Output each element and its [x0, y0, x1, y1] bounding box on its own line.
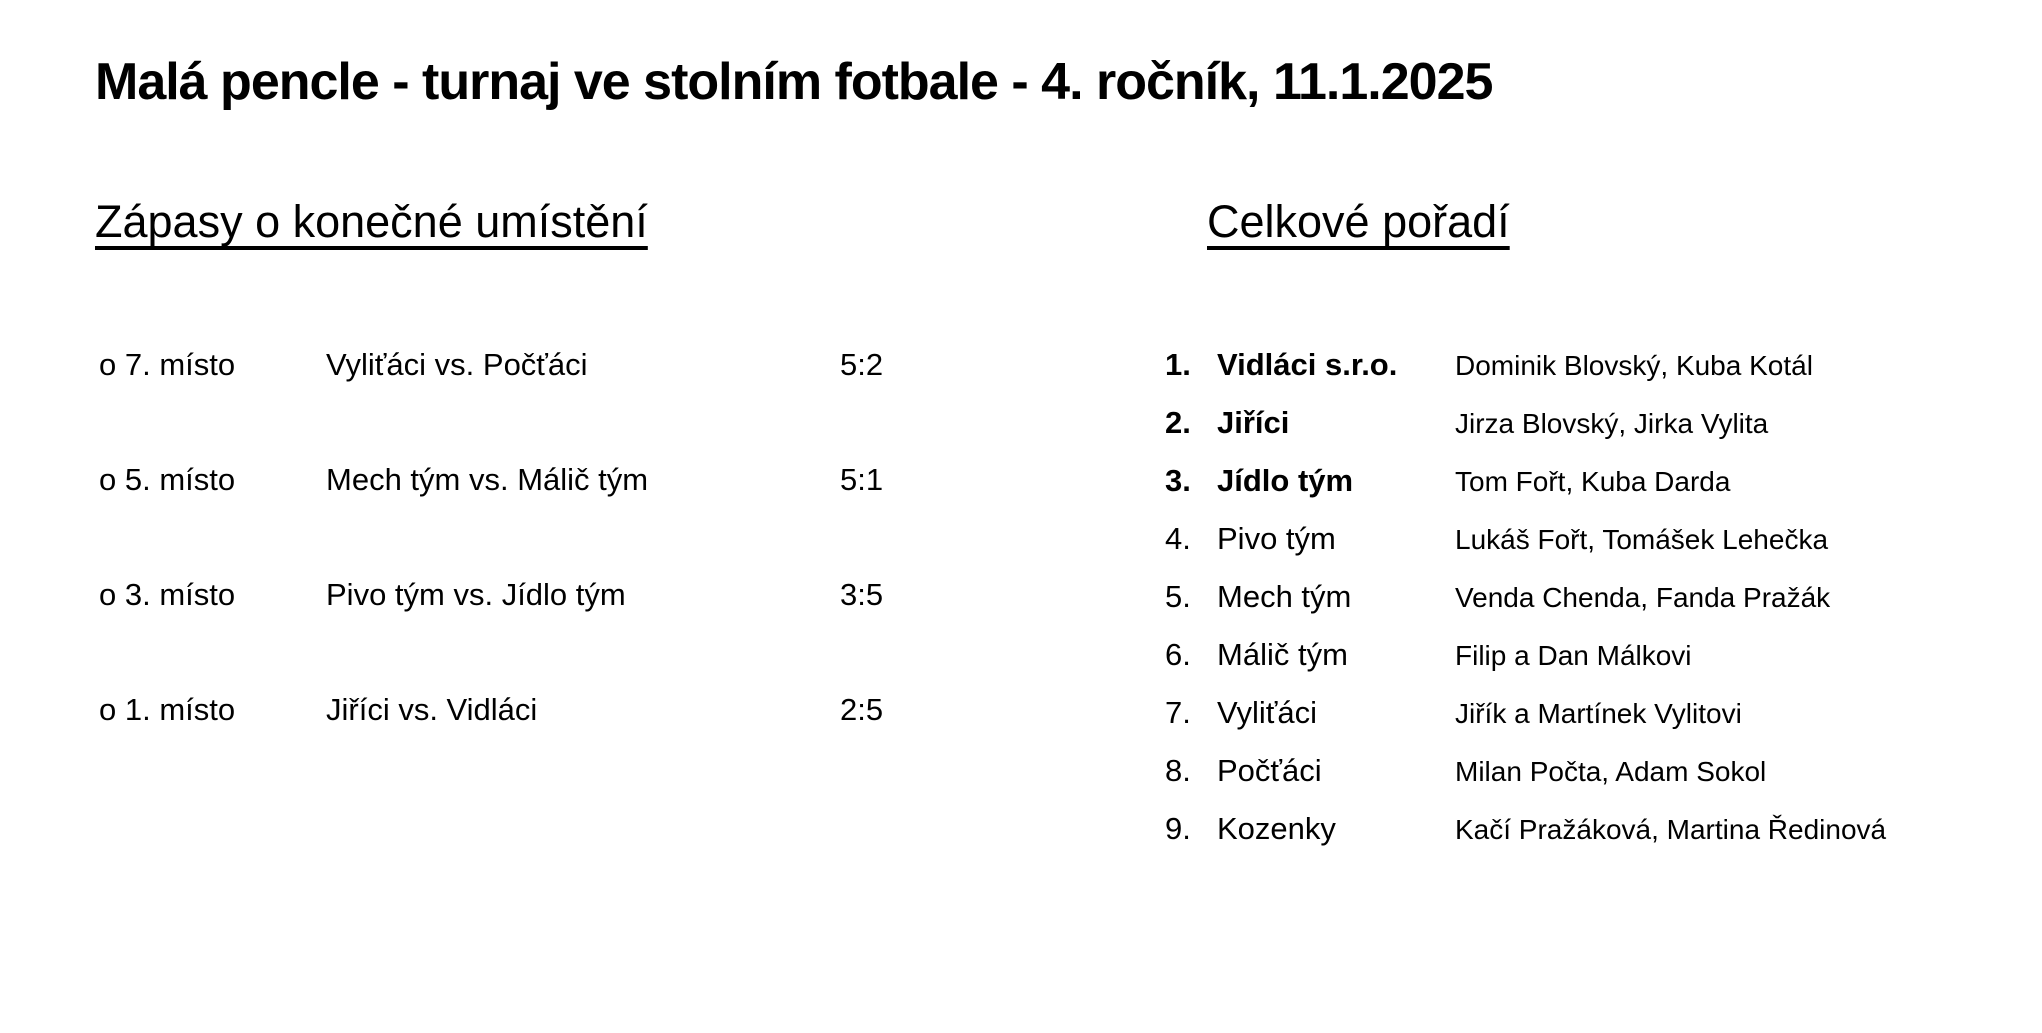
match-place: o 5. místo: [99, 462, 236, 497]
standings-team: Mech tým: [1217, 579, 1352, 614]
standings-row: 4. Pivo tým Lukáš Fořt, Tomášek Lehečka: [1165, 521, 2035, 579]
match-place: o 7. místo: [99, 347, 236, 382]
standings-players: Milan Počta, Adam Sokol: [1455, 756, 1767, 787]
standings-row: 1. Vidláci s.r.o. Dominik Blovský, Kuba …: [1165, 347, 2035, 405]
standings-players: Tom Fořt, Kuba Darda: [1455, 466, 1731, 497]
match-row: o 7. místo Vyliťáci vs. Počťáci 5:2: [99, 347, 959, 462]
standings-players: Jiřík a Martínek Vylitovi: [1455, 698, 1742, 729]
standings-row: 2. Jiříci Jirza Blovský, Jirka Vylita: [1165, 405, 2035, 463]
match-score: 5:1: [840, 462, 884, 497]
match-score: 2:5: [840, 692, 884, 727]
standings-row: 3. Jídlo tým Tom Fořt, Kuba Darda: [1165, 463, 2035, 521]
standings-row: 5. Mech tým Venda Chenda, Fanda Pražák: [1165, 579, 2035, 637]
match-row: o 5. místo Mech tým vs. Málič tým 5:1: [99, 462, 959, 577]
match-place: o 3. místo: [99, 577, 236, 612]
standings-rank: 4.: [1165, 521, 1191, 556]
standings-row: 6. Málič tým Filip a Dan Málkovi: [1165, 637, 2035, 695]
standings-team: Kozenky: [1217, 811, 1336, 846]
standings-team: Málič tým: [1217, 637, 1348, 672]
standings-rank: 5.: [1165, 579, 1191, 614]
match-row: o 1. místo Jiříci vs. Vidláci 2:5: [99, 692, 959, 807]
match-pairing: Vyliťáci vs. Počťáci: [326, 347, 588, 382]
page-title: Malá pencle - turnaj ve stolním fotbale …: [95, 53, 1493, 111]
match-pairing: Mech tým vs. Málič tým: [326, 462, 649, 497]
match-pairing: Jiříci vs. Vidláci: [326, 692, 538, 727]
standings-row: 7. Vyliťáci Jiřík a Martínek Vylitovi: [1165, 695, 2035, 753]
standings-players: Jirza Blovský, Jirka Vylita: [1455, 408, 1769, 439]
standings-rank: 1.: [1165, 347, 1191, 382]
match-score: 5:2: [840, 347, 884, 382]
standings-players: Filip a Dan Málkovi: [1455, 640, 1692, 671]
matches-heading: Zápasy o konečné umístění: [95, 196, 648, 247]
standings-players: Lukáš Fořt, Tomášek Lehečka: [1455, 524, 1829, 555]
match-score: 3:5: [840, 577, 884, 612]
standings-rank: 9.: [1165, 811, 1191, 846]
standings-heading: Celkové pořadí: [1207, 196, 1510, 247]
standings-team: Jídlo tým: [1217, 463, 1354, 498]
standings-players: Kačí Pražáková, Martina Ředinová: [1455, 814, 1887, 845]
match-place: o 1. místo: [99, 692, 236, 727]
standings-rank: 6.: [1165, 637, 1191, 672]
standings-rank: 8.: [1165, 753, 1191, 788]
matches-list: o 7. místo Vyliťáci vs. Počťáci 5:2 o 5.…: [99, 347, 959, 807]
standings-rank: 2.: [1165, 405, 1191, 440]
standings-rank: 7.: [1165, 695, 1191, 730]
standings-row: 9. Kozenky Kačí Pražáková, Martina Ředin…: [1165, 811, 2035, 869]
standings-team: Vidláci s.r.o.: [1217, 347, 1398, 382]
standings-team: Vyliťáci: [1217, 695, 1318, 730]
standings-team: Počťáci: [1217, 753, 1322, 788]
standings-row: 8. Počťáci Milan Počta, Adam Sokol: [1165, 753, 2035, 811]
match-row: o 3. místo Pivo tým vs. Jídlo tým 3:5: [99, 577, 959, 692]
match-pairing: Pivo tým vs. Jídlo tým: [326, 577, 626, 612]
standings-players: Dominik Blovský, Kuba Kotál: [1455, 350, 1813, 381]
standings-team: Pivo tým: [1217, 521, 1336, 556]
standings-players: Venda Chenda, Fanda Pražák: [1455, 582, 1831, 613]
standings-rank: 3.: [1165, 463, 1191, 498]
standings-team: Jiříci: [1217, 405, 1290, 440]
standings-list: 1. Vidláci s.r.o. Dominik Blovský, Kuba …: [1165, 347, 2035, 869]
